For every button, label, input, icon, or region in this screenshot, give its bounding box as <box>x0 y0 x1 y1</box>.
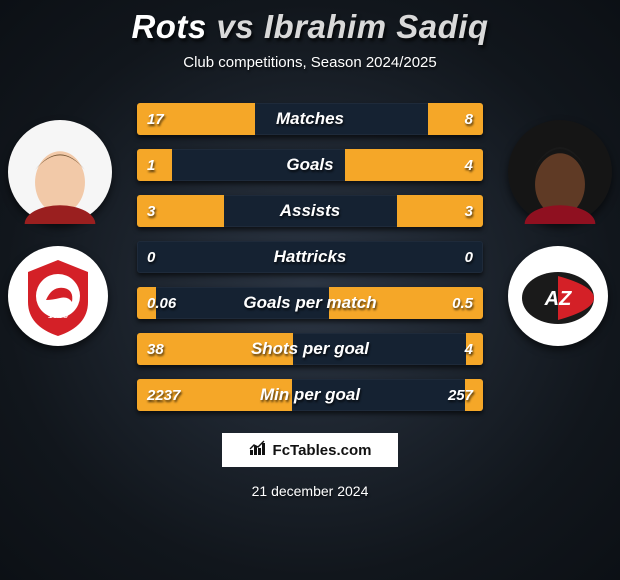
title-player1: Rots <box>131 8 206 45</box>
metric-bar: 33Assists <box>137 195 483 227</box>
player2-avatar <box>508 120 612 224</box>
date-label: 21 december 2024 <box>0 483 620 499</box>
club1-crest-icon: 1965 <box>8 246 108 346</box>
club2-crest-icon: AZ <box>508 246 608 346</box>
metric-label: Matches <box>137 103 483 135</box>
club2-letters: AZ <box>544 288 572 310</box>
right-avatar-column: AZ <box>508 120 612 346</box>
player1-club-badge: 1965 <box>8 246 108 346</box>
metric-bar: 0.060.5Goals per match <box>137 287 483 319</box>
branding-text: FcTables.com <box>273 442 372 459</box>
metric-bar: 14Goals <box>137 149 483 181</box>
metric-label: Assists <box>137 195 483 227</box>
metric-bar: 384Shots per goal <box>137 333 483 365</box>
page-title: Rots vs Ibrahim Sadiq <box>0 8 620 46</box>
metric-label: Hattricks <box>137 241 483 273</box>
metric-label: Shots per goal <box>137 333 483 365</box>
metric-label: Min per goal <box>137 379 483 411</box>
metric-label: Goals <box>137 149 483 181</box>
comparison-bars: 178Matches 14Goals 33Assists 00Hattricks 0.0… <box>137 103 483 411</box>
metric-bar: 2237257Min per goal <box>137 379 483 411</box>
player1-face-icon <box>8 120 112 224</box>
content-wrapper: Rots vs Ibrahim Sadiq Club competitions,… <box>0 0 620 499</box>
player1-avatar <box>8 120 112 224</box>
metric-bar: 00Hattricks <box>137 241 483 273</box>
club1-year: 1965 <box>48 310 69 320</box>
subtitle: Club competitions, Season 2024/2025 <box>0 54 620 71</box>
metric-bar: 178Matches <box>137 103 483 135</box>
title-player2: Ibrahim Sadiq <box>264 8 489 45</box>
branding-logo-icon <box>249 440 267 460</box>
metric-label: Goals per match <box>137 287 483 319</box>
player2-face-icon <box>508 120 612 224</box>
title-vs: vs <box>216 8 254 45</box>
branding-box: FcTables.com <box>222 433 398 467</box>
left-avatar-column: 1965 <box>8 120 112 346</box>
player2-club-badge: AZ <box>508 246 608 346</box>
